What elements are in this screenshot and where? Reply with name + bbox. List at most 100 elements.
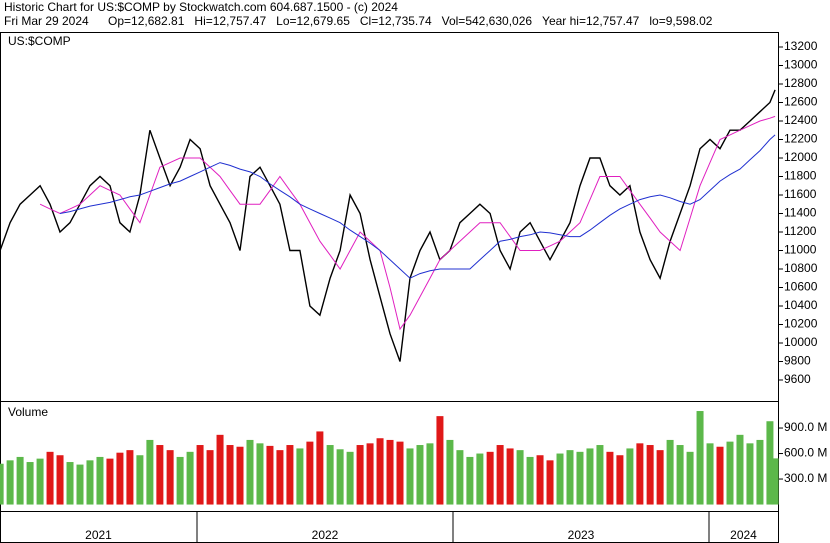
y-tick-label: 11400	[784, 206, 817, 220]
y-tick-label: 10200	[784, 317, 818, 331]
volume-bar	[536, 455, 544, 505]
volume-bar	[436, 416, 444, 505]
volume-bar	[456, 450, 464, 505]
volume-bar	[346, 451, 354, 505]
y-tick-label: 10800	[784, 261, 818, 275]
volume-bar	[596, 445, 604, 505]
volume-bar	[326, 445, 334, 505]
volume-bar	[126, 450, 134, 505]
quote-field: Lo=12,679.65	[276, 14, 350, 28]
volume-bar	[666, 439, 674, 505]
y-tick-label: 300.0 M	[784, 471, 827, 485]
volume-bar	[726, 441, 734, 505]
volume-bar	[576, 451, 584, 505]
volume-bar	[686, 451, 694, 505]
volume-bar	[16, 456, 24, 505]
quote-field: Vol=542,630,026	[442, 14, 533, 28]
volume-bar	[466, 456, 474, 505]
volume-bar	[756, 439, 764, 505]
volume-bar	[306, 441, 314, 505]
price-line	[0, 89, 776, 362]
x-tick-label: 2023	[568, 528, 595, 542]
x-tick-label: 2022	[312, 528, 339, 542]
chart-title: Historic Chart for US:$COMP by Stockwatc…	[4, 0, 398, 14]
symbol-label: US:$COMP	[8, 34, 71, 48]
volume-bar	[656, 450, 664, 505]
y-tick-label: 11800	[784, 169, 817, 183]
y-tick-label: 12000	[784, 150, 818, 164]
volume-bar	[646, 445, 654, 505]
volume-bar	[146, 439, 154, 505]
quote-field: Year hi=12,757.47	[542, 14, 640, 28]
volume-bar	[746, 443, 754, 505]
y-tick-label: 13000	[784, 58, 818, 72]
volume-bar	[496, 445, 504, 505]
y-tick-label: 11200	[784, 224, 817, 238]
volume-bar	[516, 450, 524, 505]
volume-bar	[556, 453, 564, 505]
volume-bar	[356, 445, 364, 505]
volume-bar	[226, 445, 234, 505]
volume-bar	[236, 446, 244, 505]
volume-bar	[96, 456, 104, 505]
quote-date: Fri Mar 29 2024	[4, 14, 89, 28]
volume-bar	[616, 455, 624, 505]
y-tick-label: 12400	[784, 113, 818, 127]
volume-bar	[206, 450, 214, 505]
volume-bar	[636, 443, 644, 505]
volume-bar	[216, 434, 224, 505]
volume-bar	[266, 445, 274, 505]
quote-field: Hi=12,757.47	[194, 14, 266, 28]
moving-average	[59, 134, 776, 279]
volume-bar	[406, 448, 414, 505]
volume-bar	[526, 456, 534, 505]
volume-bar	[6, 460, 14, 505]
volume-bar	[56, 455, 64, 505]
volume-label: Volume	[8, 405, 48, 419]
y-tick-label: 11600	[784, 187, 817, 201]
moving-average	[39, 115, 776, 331]
volume-bar	[476, 453, 484, 505]
volume-bar	[66, 462, 74, 505]
volume-bar	[256, 443, 264, 505]
volume-bar	[606, 451, 614, 505]
volume-bar	[286, 445, 294, 505]
volume-bar	[566, 450, 574, 505]
y-tick-label: 12800	[784, 76, 818, 90]
y-tick-label: 10600	[784, 280, 818, 294]
quote-field: Cl=12,735.74	[360, 14, 432, 28]
volume-bar	[276, 450, 284, 505]
volume-bar	[626, 448, 634, 505]
volume-bar	[386, 439, 394, 505]
volume-bar	[766, 421, 774, 505]
volume-bar	[196, 445, 204, 505]
volume-bar	[716, 446, 724, 505]
volume-bar	[506, 448, 514, 505]
volume-bar	[366, 443, 374, 505]
volume-bar	[46, 451, 54, 505]
volume-bar	[396, 441, 404, 505]
volume-bar	[336, 449, 344, 505]
volume-bar	[156, 445, 164, 505]
y-tick-label: 9600	[784, 372, 811, 386]
volume-bar	[736, 434, 744, 505]
volume-bar	[116, 452, 124, 505]
volume-bar	[416, 445, 424, 505]
y-tick-label: 12600	[784, 95, 818, 109]
volume-bar	[186, 451, 194, 505]
volume-bar	[426, 443, 434, 505]
volume-bar	[36, 458, 44, 505]
y-tick-label: 900.0 M	[784, 420, 827, 434]
y-tick-label: 10400	[784, 298, 818, 312]
volume-bar	[316, 431, 324, 505]
volume-bar	[676, 445, 684, 505]
y-tick-label: 600.0 M	[784, 446, 827, 460]
volume-bar	[176, 456, 184, 505]
volume-bar	[706, 443, 714, 505]
volume-bar	[771, 458, 779, 505]
volume-bar	[166, 450, 174, 505]
x-tick-label: 2024	[730, 528, 757, 542]
volume-bar	[586, 448, 594, 505]
